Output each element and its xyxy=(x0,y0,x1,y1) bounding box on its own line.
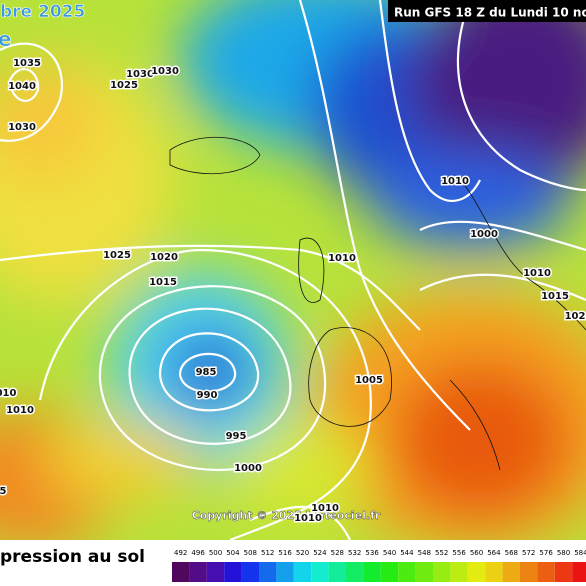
colorbar-swatch xyxy=(172,562,190,582)
isobar-label: 1025 xyxy=(110,80,138,91)
colorbar-label: 560 xyxy=(470,549,483,557)
isobar-label: 1030 xyxy=(151,66,179,77)
isobar-label: 010 xyxy=(0,388,16,399)
colorbar-swatch xyxy=(206,562,225,582)
isobar-label: 102 xyxy=(565,311,586,322)
coastlines xyxy=(169,136,586,471)
colorbar-label: 532 xyxy=(348,549,361,557)
isobar-label: 1015 xyxy=(541,291,569,302)
colorbar-swatch xyxy=(502,562,520,582)
colorbar-label: 552 xyxy=(435,549,448,557)
colorbar-swatch xyxy=(450,562,468,582)
subtitle: e xyxy=(0,27,12,51)
isobar-label: 1010 xyxy=(523,268,551,279)
legend-title: pression au sol xyxy=(0,547,145,567)
colorbar-label: 572 xyxy=(522,549,535,557)
isobar-label: 1030 xyxy=(8,122,36,133)
isobar-label: 1010 xyxy=(311,503,339,514)
colorbar-swatch xyxy=(572,562,586,582)
colorbar-swatch xyxy=(224,562,242,582)
isobar-label: 995 xyxy=(226,431,247,442)
colorbar-swatch xyxy=(363,562,381,582)
colorbar-label: 524 xyxy=(313,549,327,557)
colorbar-label: 496 xyxy=(191,549,205,557)
colorbar-swatch xyxy=(311,562,329,582)
colorbar-label: 556 xyxy=(452,549,466,557)
title: bre 2025 xyxy=(0,2,85,22)
colorbar-label: 516 xyxy=(278,549,292,557)
colorbar-swatch xyxy=(189,562,207,582)
map xyxy=(0,0,586,540)
colorbar-swatch xyxy=(259,562,277,582)
colorbar-label: 564 xyxy=(487,549,501,557)
colorbar-swatch xyxy=(467,562,486,582)
isobar-label: 990 xyxy=(197,390,218,401)
isobars xyxy=(0,0,586,540)
colorbar-label: 512 xyxy=(261,549,274,557)
colorbar-label: 504 xyxy=(226,549,240,557)
isobar-label: 1030 xyxy=(126,69,154,80)
colorbar-swatch xyxy=(433,562,451,582)
isobar-label: 985 xyxy=(196,367,217,378)
colorbar-label: 580 xyxy=(557,549,570,557)
colorbar: 492 496 500 504 508 512 516 520 524 528 532 536 540 5… xyxy=(172,549,586,582)
isobar-label: 1020 xyxy=(150,252,178,263)
colorbar-swatch xyxy=(380,562,399,582)
isobar-label: 1040 xyxy=(8,81,36,92)
colorbar-label: 520 xyxy=(296,549,309,557)
colorbar-swatch xyxy=(346,562,364,582)
isobar-label: 1025 xyxy=(103,250,131,261)
isobar-label: 1000 xyxy=(470,229,498,240)
isobar-label: 1010 xyxy=(441,176,469,187)
colorbar-swatch xyxy=(328,562,346,582)
colorbar-swatch xyxy=(415,562,433,582)
colorbar-label: 492 xyxy=(174,549,187,557)
colorbar-swatch xyxy=(241,562,259,582)
colorbar-label: 568 xyxy=(505,549,518,557)
isobar-label: 1000 xyxy=(234,463,262,474)
colorbar-label: 536 xyxy=(365,549,379,557)
colorbar-label: 548 xyxy=(418,549,431,557)
colorbar-label: 500 xyxy=(209,549,222,557)
colorbar-swatch xyxy=(293,562,312,582)
isobar-label: 1010 xyxy=(6,405,34,416)
colorbar-swatch xyxy=(485,562,503,582)
colorbar-swatch xyxy=(398,562,416,582)
isobar-label: 1005 xyxy=(355,375,383,386)
colorbar-label: 528 xyxy=(331,549,344,557)
isobar-label: 5 xyxy=(0,486,7,497)
colorbar-swatch xyxy=(520,562,538,582)
colorbar-swatch xyxy=(537,562,555,582)
run-title: Run GFS 18 Z du Lundi 10 nov xyxy=(394,6,586,20)
run-banner xyxy=(388,0,586,22)
colorbar-swatch xyxy=(276,562,294,582)
colorbar-label: 584 xyxy=(574,549,586,557)
copyright: Copyright © 2025 Meteociel.fr xyxy=(192,509,381,522)
colorbar-swatch xyxy=(554,562,573,582)
isobar-label: 1010 xyxy=(328,253,356,264)
colorbar-label: 508 xyxy=(244,549,257,557)
isobar-label: 1035 xyxy=(13,58,41,69)
colorbar-label: 540 xyxy=(383,549,396,557)
colorbar-label: 544 xyxy=(400,549,414,557)
isobar-label: 1010 xyxy=(294,513,322,524)
colorbar-label: 576 xyxy=(539,549,553,557)
isobar-label: 1015 xyxy=(149,277,177,288)
